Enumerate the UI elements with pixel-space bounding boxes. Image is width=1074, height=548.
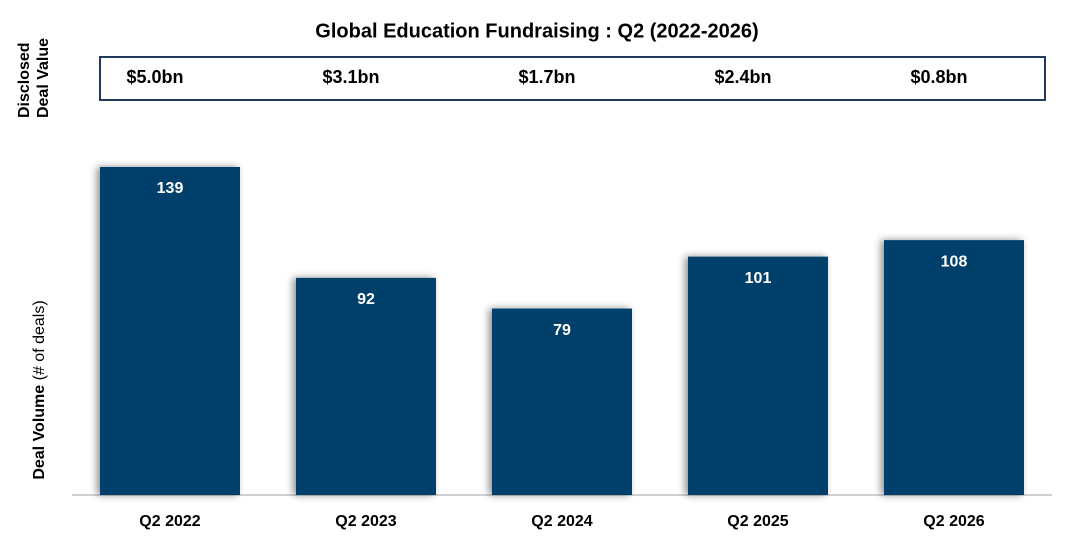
deal-value-box bbox=[99, 56, 1046, 101]
deal-value: $0.8bn bbox=[910, 67, 967, 87]
value-label: 139 bbox=[157, 180, 184, 197]
bar bbox=[688, 256, 828, 495]
bar bbox=[884, 240, 1024, 495]
deal-value-label-line: Deal Value bbox=[35, 38, 52, 118]
deal-value-label: Disclosed Deal Value bbox=[16, 38, 52, 118]
deal-value-label-line: Disclosed bbox=[16, 42, 33, 118]
value-label: 92 bbox=[357, 291, 375, 308]
deal-value: $1.7bn bbox=[518, 67, 575, 87]
bar bbox=[296, 277, 436, 495]
deal-value: $5.0bn bbox=[126, 67, 183, 87]
value-label: 101 bbox=[745, 270, 772, 287]
deal-value: $3.1bn bbox=[322, 67, 379, 87]
chart-title: Global Education Fundraising : Q2 (2022-… bbox=[315, 20, 758, 42]
y-axis-label: Deal Volume (# of deals) bbox=[31, 300, 48, 479]
value-label: 79 bbox=[553, 322, 571, 339]
x-tick-label: Q2 2024 bbox=[531, 513, 592, 530]
bar bbox=[492, 308, 632, 495]
x-tick-label: Q2 2025 bbox=[727, 513, 788, 530]
y-axis-label-main: Deal Volume bbox=[31, 385, 48, 480]
bar bbox=[100, 166, 240, 495]
x-tick-label: Q2 2023 bbox=[335, 513, 396, 530]
x-tick-label: Q2 2022 bbox=[139, 513, 200, 530]
y-axis-label-note: (# of deals) bbox=[31, 300, 48, 380]
x-tick-label: Q2 2026 bbox=[923, 513, 984, 530]
deal-value: $2.4bn bbox=[714, 67, 771, 87]
value-label: 108 bbox=[941, 253, 968, 270]
